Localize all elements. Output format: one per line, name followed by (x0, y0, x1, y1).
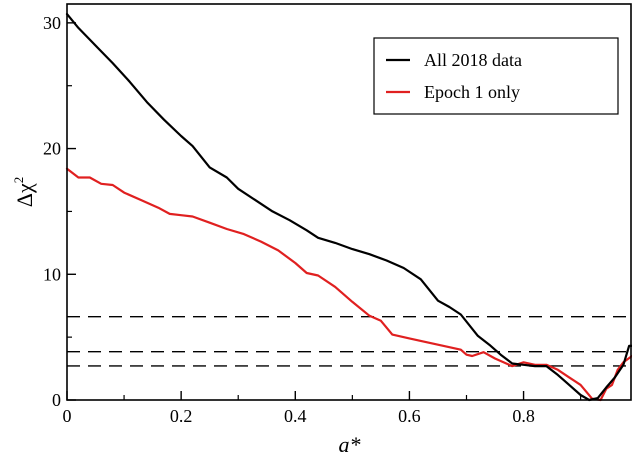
y-axis-label-main: Δχ (12, 183, 37, 207)
y-axis-label-sup: 2 (11, 177, 26, 184)
legend-label-epoch-1: Epoch 1 only (424, 82, 520, 102)
reference-lines (67, 315, 632, 367)
series-line-1 (65, 167, 632, 402)
x-tick-label-3: 0.6 (398, 406, 421, 426)
x-tick-label-0: 0 (63, 406, 72, 426)
x-tick-label-2: 0.4 (284, 406, 307, 426)
x-tick-label-4: 0.8 (512, 406, 535, 426)
legend-label-all-2018: All 2018 data (424, 50, 522, 70)
y-tick-label-0: 0 (52, 390, 61, 410)
x-tick-label-1: 0.2 (170, 406, 193, 426)
legend: All 2018 data Epoch 1 only (373, 37, 619, 115)
legend-box (373, 37, 619, 115)
y-tick-label-1: 10 (43, 264, 61, 284)
y-axis-label: Δχ2 (11, 177, 37, 207)
y-tick-label-2: 20 (43, 139, 61, 159)
axis-ticks: 0 0.2 0.4 0.6 0.8 0 10 20 30 (43, 13, 582, 426)
y-tick-label-3: 30 (43, 13, 61, 33)
plot-frame (66, 3, 632, 401)
x-axis-label: a* (339, 432, 361, 457)
